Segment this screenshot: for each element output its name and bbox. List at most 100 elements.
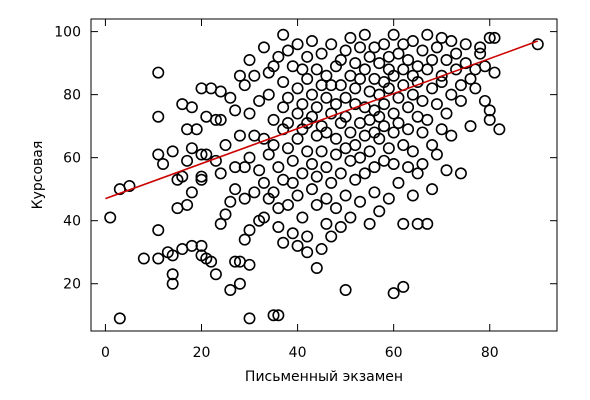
data-point xyxy=(440,53,453,66)
x-tick-label: 80 xyxy=(481,345,499,361)
data-point xyxy=(406,145,419,158)
data-point xyxy=(296,211,309,224)
data-point xyxy=(435,69,448,82)
data-point xyxy=(459,38,472,51)
data-point xyxy=(349,57,362,70)
x-tick-label: 40 xyxy=(289,345,307,361)
data-point xyxy=(392,47,405,60)
data-point xyxy=(310,261,323,274)
data-point xyxy=(214,167,227,180)
data-point xyxy=(330,132,343,145)
data-point xyxy=(397,217,410,230)
data-point xyxy=(464,72,477,85)
data-point xyxy=(243,224,256,237)
data-point xyxy=(464,120,477,133)
data-point xyxy=(334,79,347,92)
y-tick-label: 40 xyxy=(63,214,81,230)
data-point xyxy=(157,157,170,170)
data-point xyxy=(445,129,458,142)
data-point xyxy=(291,107,304,120)
data-point xyxy=(243,312,256,325)
data-point xyxy=(185,101,198,114)
data-point xyxy=(402,161,415,174)
data-point xyxy=(325,107,338,120)
data-point xyxy=(373,132,386,145)
data-point xyxy=(478,94,491,107)
data-point xyxy=(209,113,222,126)
data-point xyxy=(421,217,434,230)
data-point xyxy=(474,41,487,54)
x-tick-label: 60 xyxy=(385,345,403,361)
data-point xyxy=(363,145,376,158)
data-point xyxy=(411,167,424,180)
data-point xyxy=(435,123,448,136)
x-axis-title: Письменный экзамен xyxy=(245,369,403,385)
data-point xyxy=(152,252,165,265)
data-point xyxy=(339,91,352,104)
data-point xyxy=(426,82,439,95)
data-point xyxy=(238,79,251,92)
data-point xyxy=(301,246,314,259)
data-point xyxy=(320,91,333,104)
data-point xyxy=(354,151,367,164)
data-point xyxy=(200,148,213,161)
data-point xyxy=(454,167,467,180)
data-point xyxy=(219,208,232,221)
data-point xyxy=(301,50,314,63)
data-point xyxy=(185,142,198,155)
data-point xyxy=(305,157,318,170)
data-point xyxy=(238,233,251,246)
data-point xyxy=(358,167,371,180)
data-point xyxy=(214,85,227,98)
data-point xyxy=(296,167,309,180)
data-point xyxy=(416,94,429,107)
y-axis-title: Курсовая xyxy=(30,141,46,210)
data-point xyxy=(421,28,434,41)
plot-area xyxy=(90,18,558,332)
data-point xyxy=(229,255,242,268)
data-point xyxy=(166,268,179,281)
data-point xyxy=(416,44,429,57)
data-point xyxy=(382,142,395,155)
x-tick-labels: 0 20 40 60 80 xyxy=(101,345,499,361)
data-point xyxy=(363,217,376,230)
data-point xyxy=(402,101,415,114)
data-point xyxy=(320,126,333,139)
axis-ticks xyxy=(91,19,557,331)
data-point xyxy=(233,277,246,290)
data-point xyxy=(257,211,270,224)
data-point xyxy=(224,195,237,208)
data-point xyxy=(488,66,501,79)
data-point xyxy=(440,164,453,177)
data-point xyxy=(277,236,290,249)
data-point xyxy=(104,211,117,224)
data-points xyxy=(104,28,544,325)
data-point xyxy=(334,53,347,66)
data-point xyxy=(426,139,439,152)
data-point xyxy=(224,284,237,297)
data-point xyxy=(334,221,347,234)
data-point xyxy=(430,98,443,111)
data-point xyxy=(267,186,280,199)
data-point xyxy=(190,123,203,136)
data-point xyxy=(373,205,386,218)
data-point xyxy=(387,28,400,41)
data-point xyxy=(474,47,487,60)
data-point xyxy=(209,268,222,281)
data-point xyxy=(349,139,362,152)
data-point xyxy=(387,107,400,120)
data-point xyxy=(397,139,410,152)
data-point xyxy=(368,161,381,174)
data-point xyxy=(166,249,179,262)
data-point xyxy=(469,82,482,95)
data-point xyxy=(339,284,352,297)
data-point xyxy=(445,35,458,48)
data-point xyxy=(392,176,405,189)
y-tick-label: 20 xyxy=(63,277,81,293)
data-point xyxy=(358,28,371,41)
data-point xyxy=(320,161,333,174)
data-point xyxy=(219,139,232,152)
data-point xyxy=(358,63,371,76)
data-point xyxy=(257,41,270,54)
